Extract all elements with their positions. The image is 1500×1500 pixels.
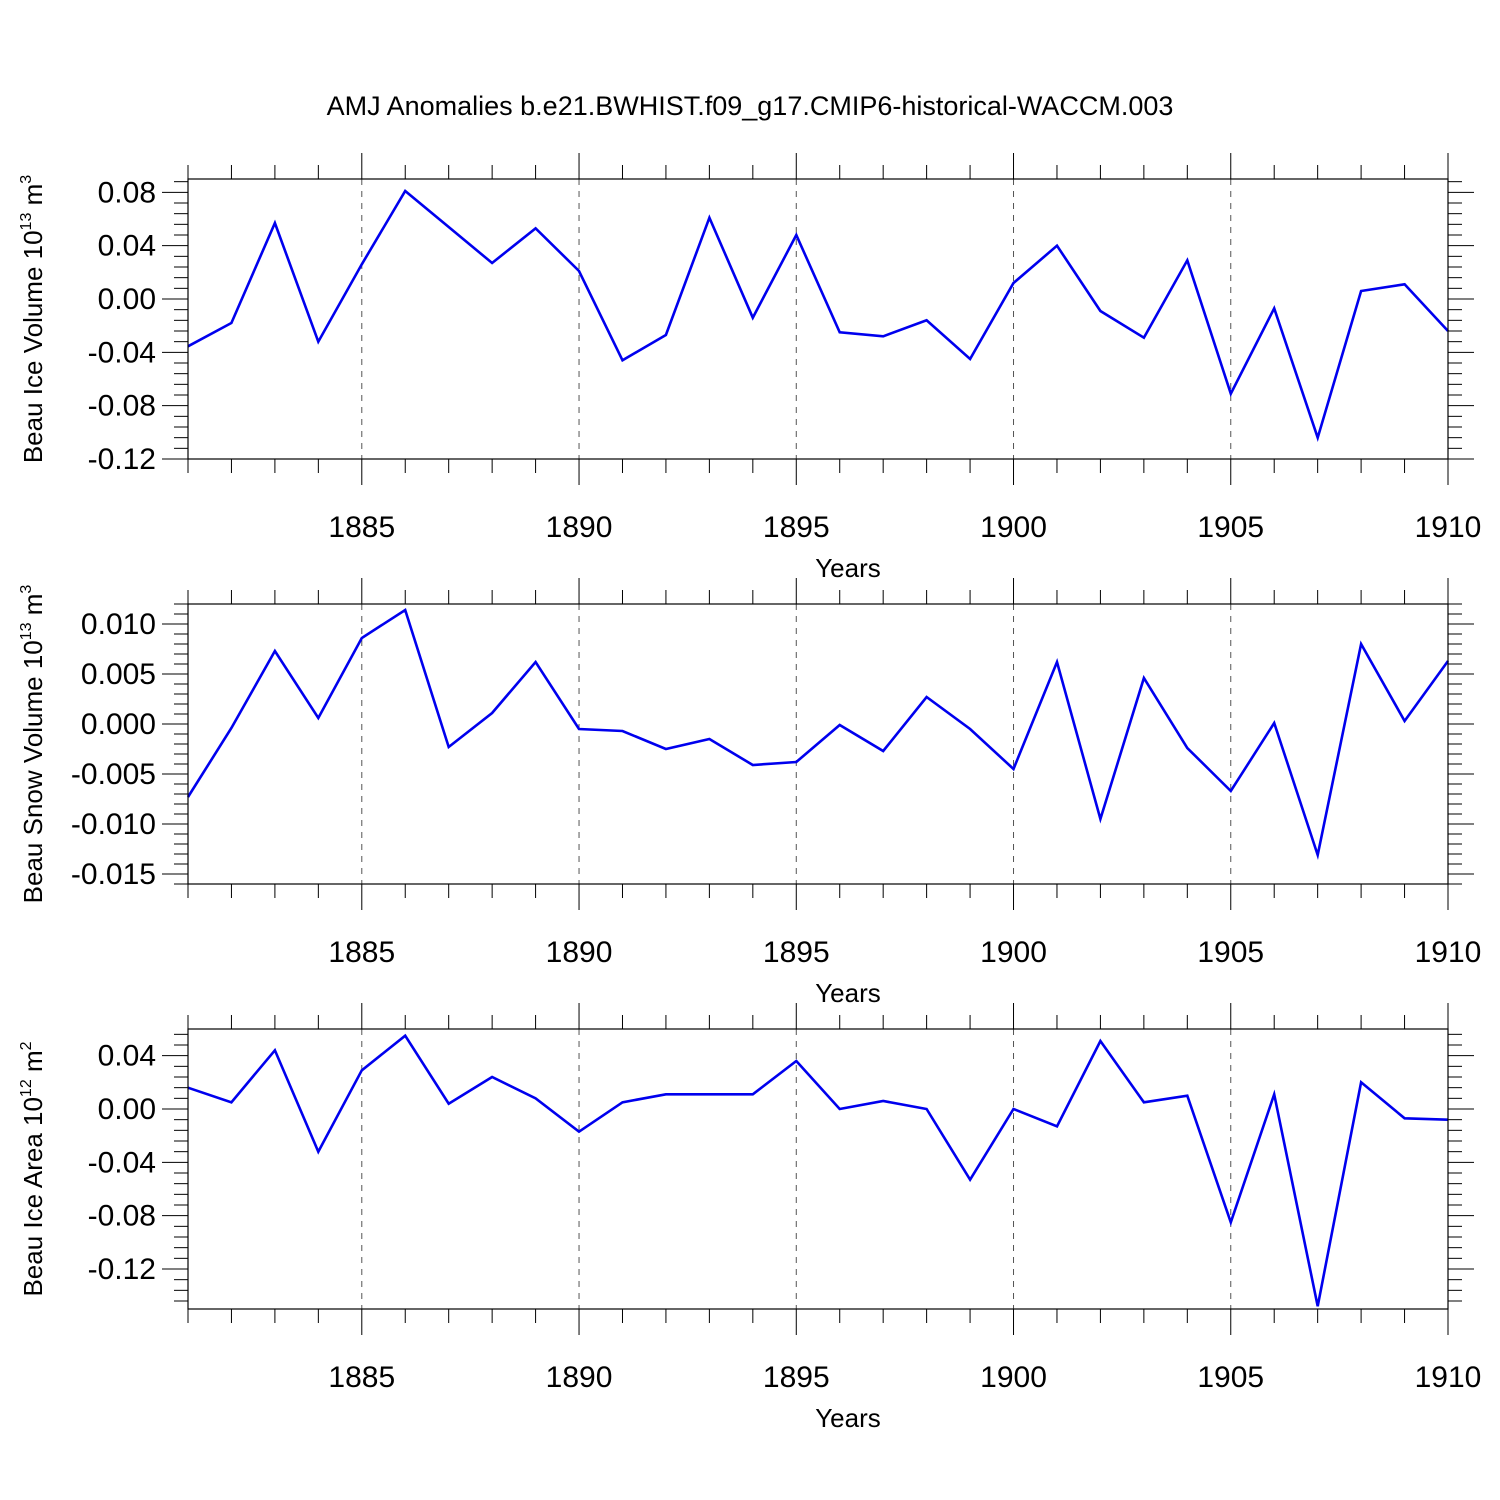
- y-tick-label: 0.000: [81, 708, 156, 741]
- y-axis-label-mid: m: [18, 184, 48, 213]
- y-tick-label: 0.00: [98, 283, 156, 316]
- x-tick-label: 1885: [328, 511, 395, 544]
- y-axis-label-sup1: 13: [18, 213, 35, 231]
- y-tick-label: 0.010: [81, 608, 156, 641]
- x-tick-label: 1910: [1415, 511, 1482, 544]
- y-tick-label: -0.08: [88, 390, 156, 423]
- y-axis-label-sup1: 13: [18, 622, 35, 640]
- y-axis-label-sup2: 2: [18, 1041, 35, 1050]
- y-axis-label-mid: m: [18, 594, 48, 623]
- plot-frame: [187, 603, 1449, 885]
- x-tick-label: 1905: [1197, 1361, 1264, 1394]
- panel-3: 0.04 0.00 -0.04 -0.08 -0.12 1885 1890 1895 1900 1…: [18, 1003, 1481, 1433]
- x-tick-label: 1895: [763, 511, 830, 544]
- y-axis-label-sup2: 3: [18, 175, 35, 184]
- y-tick-label: 0.00: [98, 1093, 156, 1126]
- x-tick-label: 1910: [1415, 936, 1482, 969]
- y-axis-label-text: Beau Snow Volume 10: [18, 640, 48, 903]
- y-axis-label-sup1: 12: [18, 1079, 35, 1097]
- y-tick-label: 0.08: [98, 176, 156, 209]
- x-tick-label: 1885: [328, 1361, 395, 1394]
- y-tick-label: -0.08: [88, 1200, 156, 1233]
- y-axis-label-mid: m: [18, 1050, 48, 1079]
- y-axis-label-text: Beau Ice Volume 10: [18, 230, 48, 463]
- y-tick-label: -0.010: [71, 808, 156, 841]
- plot-frame: [187, 1028, 1449, 1310]
- x-tick-label: 1890: [546, 511, 613, 544]
- y-axis-label: Beau Ice Volume 1013 m3: [18, 175, 48, 463]
- x-tick-label: 1910: [1415, 1361, 1482, 1394]
- y-axis-label-sup2: 3: [18, 585, 35, 594]
- x-tick-label: 1895: [763, 1361, 830, 1394]
- x-tick-label: 1900: [980, 936, 1047, 969]
- panels-container: 0.08 0.04 0.00 -0.04 -0.08 -0.12 1885 1890 1895 1…: [18, 153, 1481, 1433]
- series-line: [187, 189, 1449, 443]
- y-tick-label: 0.04: [98, 1040, 156, 1073]
- y-tick-label: -0.12: [88, 443, 156, 476]
- x-tick-label: 1905: [1197, 511, 1264, 544]
- y-axis-label-text: Beau Ice Area 10: [18, 1097, 48, 1296]
- x-tick-label: 1895: [763, 936, 830, 969]
- x-tick-label: 1890: [546, 936, 613, 969]
- x-axis-label: Years: [815, 553, 881, 583]
- x-tick-label: 1900: [980, 1361, 1047, 1394]
- y-tick-label: -0.005: [71, 758, 156, 791]
- y-axis-label: Beau Ice Area 1012 m2: [18, 1041, 48, 1296]
- x-axis-label: Years: [815, 1403, 881, 1433]
- y-tick-label: -0.12: [88, 1253, 156, 1286]
- plot-frame: [187, 178, 1449, 460]
- y-tick-label: -0.04: [88, 1146, 156, 1179]
- x-tick-label: 1885: [328, 936, 395, 969]
- series-line: [186, 607, 1450, 861]
- panel-2: 0.010 0.005 0.000 -0.005 -0.010 -0.015 1885 189…: [18, 578, 1481, 1008]
- series-line: [187, 1033, 1449, 1307]
- y-tick-label: -0.04: [88, 336, 156, 369]
- x-axis-label: Years: [815, 978, 881, 1008]
- panel-1: 0.08 0.04 0.00 -0.04 -0.08 -0.12 1885 1890 1895 1…: [18, 153, 1481, 583]
- chart-title: AMJ Anomalies b.e21.BWHIST.f09_g17.CMIP6…: [327, 91, 1174, 121]
- y-axis-label: Beau Snow Volume 1013 m3: [18, 585, 48, 904]
- x-tick-label: 1905: [1197, 936, 1264, 969]
- y-tick-label: 0.04: [98, 230, 156, 263]
- x-tick-label: 1900: [980, 511, 1047, 544]
- y-tick-label: -0.015: [71, 858, 156, 891]
- x-tick-label: 1890: [546, 1361, 613, 1394]
- y-tick-label: 0.005: [81, 658, 156, 691]
